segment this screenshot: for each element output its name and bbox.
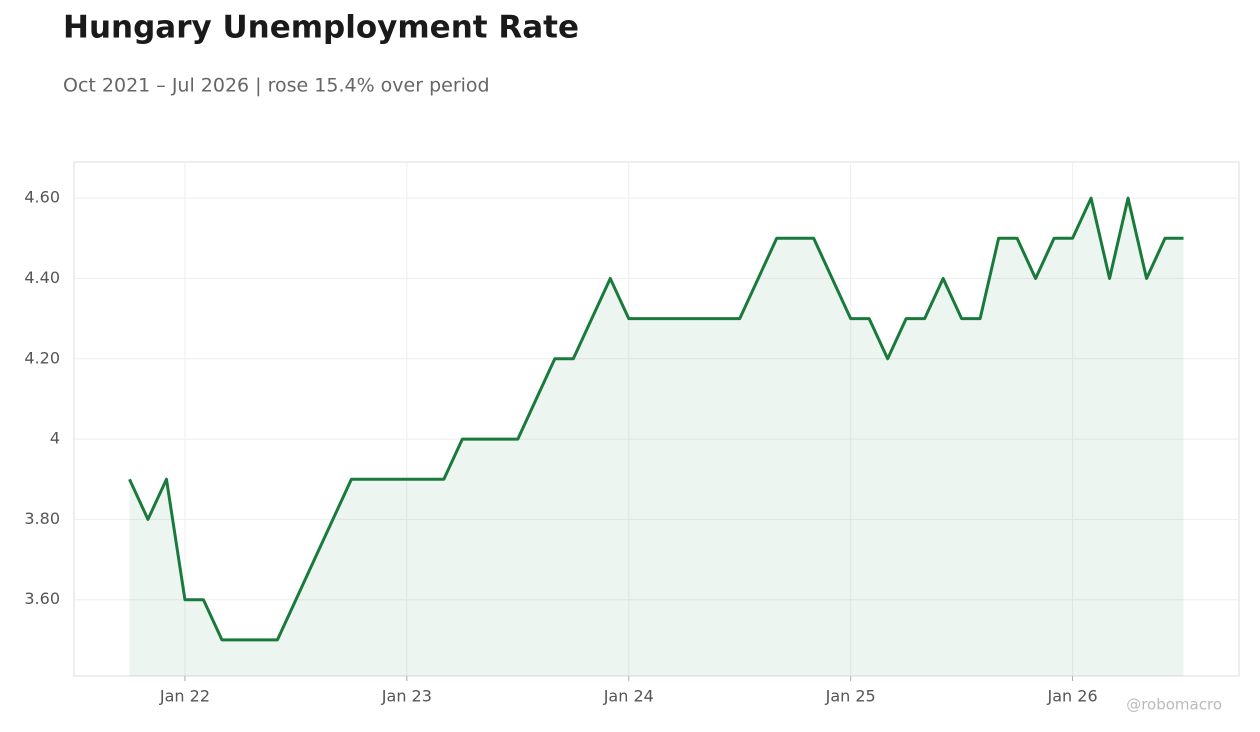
chart-title: Hungary Unemployment Rate — [63, 10, 579, 46]
plot-frame — [73, 161, 1240, 677]
y-tick-label: 4 — [50, 429, 60, 448]
y-tick-label: 3.80 — [24, 509, 60, 528]
y-tick-label: 4.20 — [24, 348, 60, 367]
x-tick-label: Jan 26 — [1047, 687, 1098, 706]
x-tick-label: Jan 23 — [381, 687, 432, 706]
y-tick-label: 3.60 — [24, 589, 60, 608]
area — [129, 198, 1184, 676]
chart-subtitle: Oct 2021 – Jul 2026 | rose 15.4% over pe… — [63, 75, 490, 97]
y-tick-label: 4.40 — [24, 268, 60, 287]
y-tick-label: 4.60 — [24, 188, 60, 207]
line — [128, 196, 1184, 642]
x-tick-label: Jan 22 — [159, 687, 210, 706]
x-tick-label: Jan 24 — [603, 687, 654, 706]
x-tick-label: Jan 25 — [825, 687, 876, 706]
watermark: @robomacro — [1126, 696, 1222, 714]
